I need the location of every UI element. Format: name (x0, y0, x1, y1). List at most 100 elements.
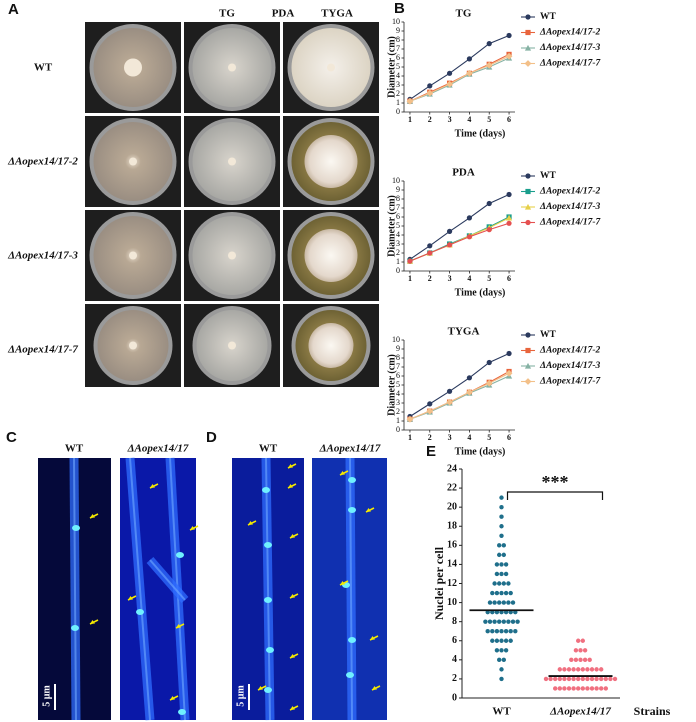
marker (485, 379, 493, 387)
arrow-head (290, 654, 295, 658)
data-point (557, 667, 562, 672)
marker (427, 250, 433, 256)
data-point (499, 504, 504, 510)
marker (466, 234, 473, 240)
legend-marker (524, 378, 532, 385)
data-point (506, 581, 511, 586)
y-axis-label: Diameter (cm) (386, 36, 397, 98)
marker (446, 80, 453, 88)
nucleus (264, 542, 272, 548)
y-tick-label: 0 (396, 425, 400, 434)
data-point (571, 686, 576, 691)
data-point (589, 676, 595, 682)
panel-label: A (8, 1, 19, 18)
marker (426, 407, 434, 415)
legend-marker (525, 14, 531, 20)
data-point (499, 571, 504, 577)
micro-label: ΔAopex14/17 (319, 443, 381, 455)
y-tick-label: 1 (396, 257, 400, 266)
marker (505, 369, 513, 377)
x-tick-label: 6 (507, 274, 511, 283)
data-point (497, 600, 502, 605)
data-point (562, 667, 567, 672)
marker (466, 215, 473, 221)
legend-marker (524, 362, 532, 369)
data-point (576, 638, 581, 643)
data-point (603, 686, 608, 691)
y-tick-label: 6 (396, 212, 400, 221)
x-tick-label: 5 (487, 433, 491, 442)
marker (446, 70, 453, 76)
y-tick-label: 10 (447, 597, 457, 608)
marker (466, 56, 473, 62)
marker (406, 415, 414, 423)
y-tick-label: 3 (396, 239, 400, 248)
y-tick-label: 8 (452, 616, 457, 627)
colony (304, 229, 358, 282)
nucleus (176, 552, 184, 558)
series-line (409, 57, 510, 102)
data-point (594, 667, 599, 672)
data-point (501, 600, 506, 605)
nucleus (72, 525, 80, 531)
arrow-head (248, 521, 253, 525)
legend-marker (524, 60, 532, 67)
panel-label: E (426, 443, 436, 460)
chart-title: TG (456, 8, 472, 20)
data-point (503, 648, 509, 653)
series-line (409, 193, 510, 260)
x-tick-label: 3 (448, 433, 452, 442)
legend-marker (524, 44, 532, 51)
x-axis-label: Time (days) (455, 446, 506, 457)
data-point (499, 629, 504, 634)
y-tick-label: 0 (452, 692, 457, 703)
data-point (580, 676, 585, 682)
data-point (576, 676, 581, 682)
y-tick-label: 2 (396, 89, 400, 98)
marker (486, 359, 492, 366)
data-point (612, 676, 618, 682)
marker (466, 375, 473, 381)
y-tick-label: 6 (396, 53, 400, 62)
colony-center (129, 157, 137, 166)
legend-label: ΔAopex14/17-2 (539, 346, 601, 356)
data-point (599, 667, 604, 672)
legend-label: WT (540, 12, 557, 22)
marker (406, 97, 414, 105)
data-point (494, 571, 500, 577)
marker (486, 200, 492, 207)
data-point (510, 600, 516, 605)
marker (427, 243, 433, 249)
data-point (580, 638, 585, 643)
data-point (499, 533, 504, 538)
data-point (490, 638, 495, 643)
nucleus (348, 507, 356, 513)
arrow-head (90, 620, 95, 624)
data-point (608, 676, 613, 682)
data-point (573, 648, 579, 653)
data-point (585, 686, 590, 691)
data-point (594, 676, 599, 682)
y-tick-label: 1 (396, 416, 400, 425)
arrow-head (258, 686, 263, 690)
x-tick-label: 2 (428, 433, 432, 442)
arrow-head (288, 484, 293, 488)
panel-label: B (394, 0, 405, 17)
y-axis-label: Diameter (cm) (386, 195, 397, 257)
y-tick-label: 10 (392, 335, 400, 344)
hypha-wall (73, 457, 77, 721)
data-point (513, 629, 518, 634)
legend-marker (525, 219, 531, 226)
arrow-head (290, 534, 295, 538)
data-point (501, 657, 506, 663)
arrow-head (340, 471, 345, 475)
data-point (483, 619, 488, 624)
marker (485, 61, 493, 69)
data-point (494, 629, 500, 634)
y-tick-label: 7 (396, 203, 400, 212)
data-point (585, 667, 590, 672)
y-axis-label: Diameter (cm) (386, 354, 397, 416)
column-header: TYGA (321, 8, 353, 20)
x-tick-label: 1 (408, 433, 412, 442)
nucleus (348, 477, 356, 483)
